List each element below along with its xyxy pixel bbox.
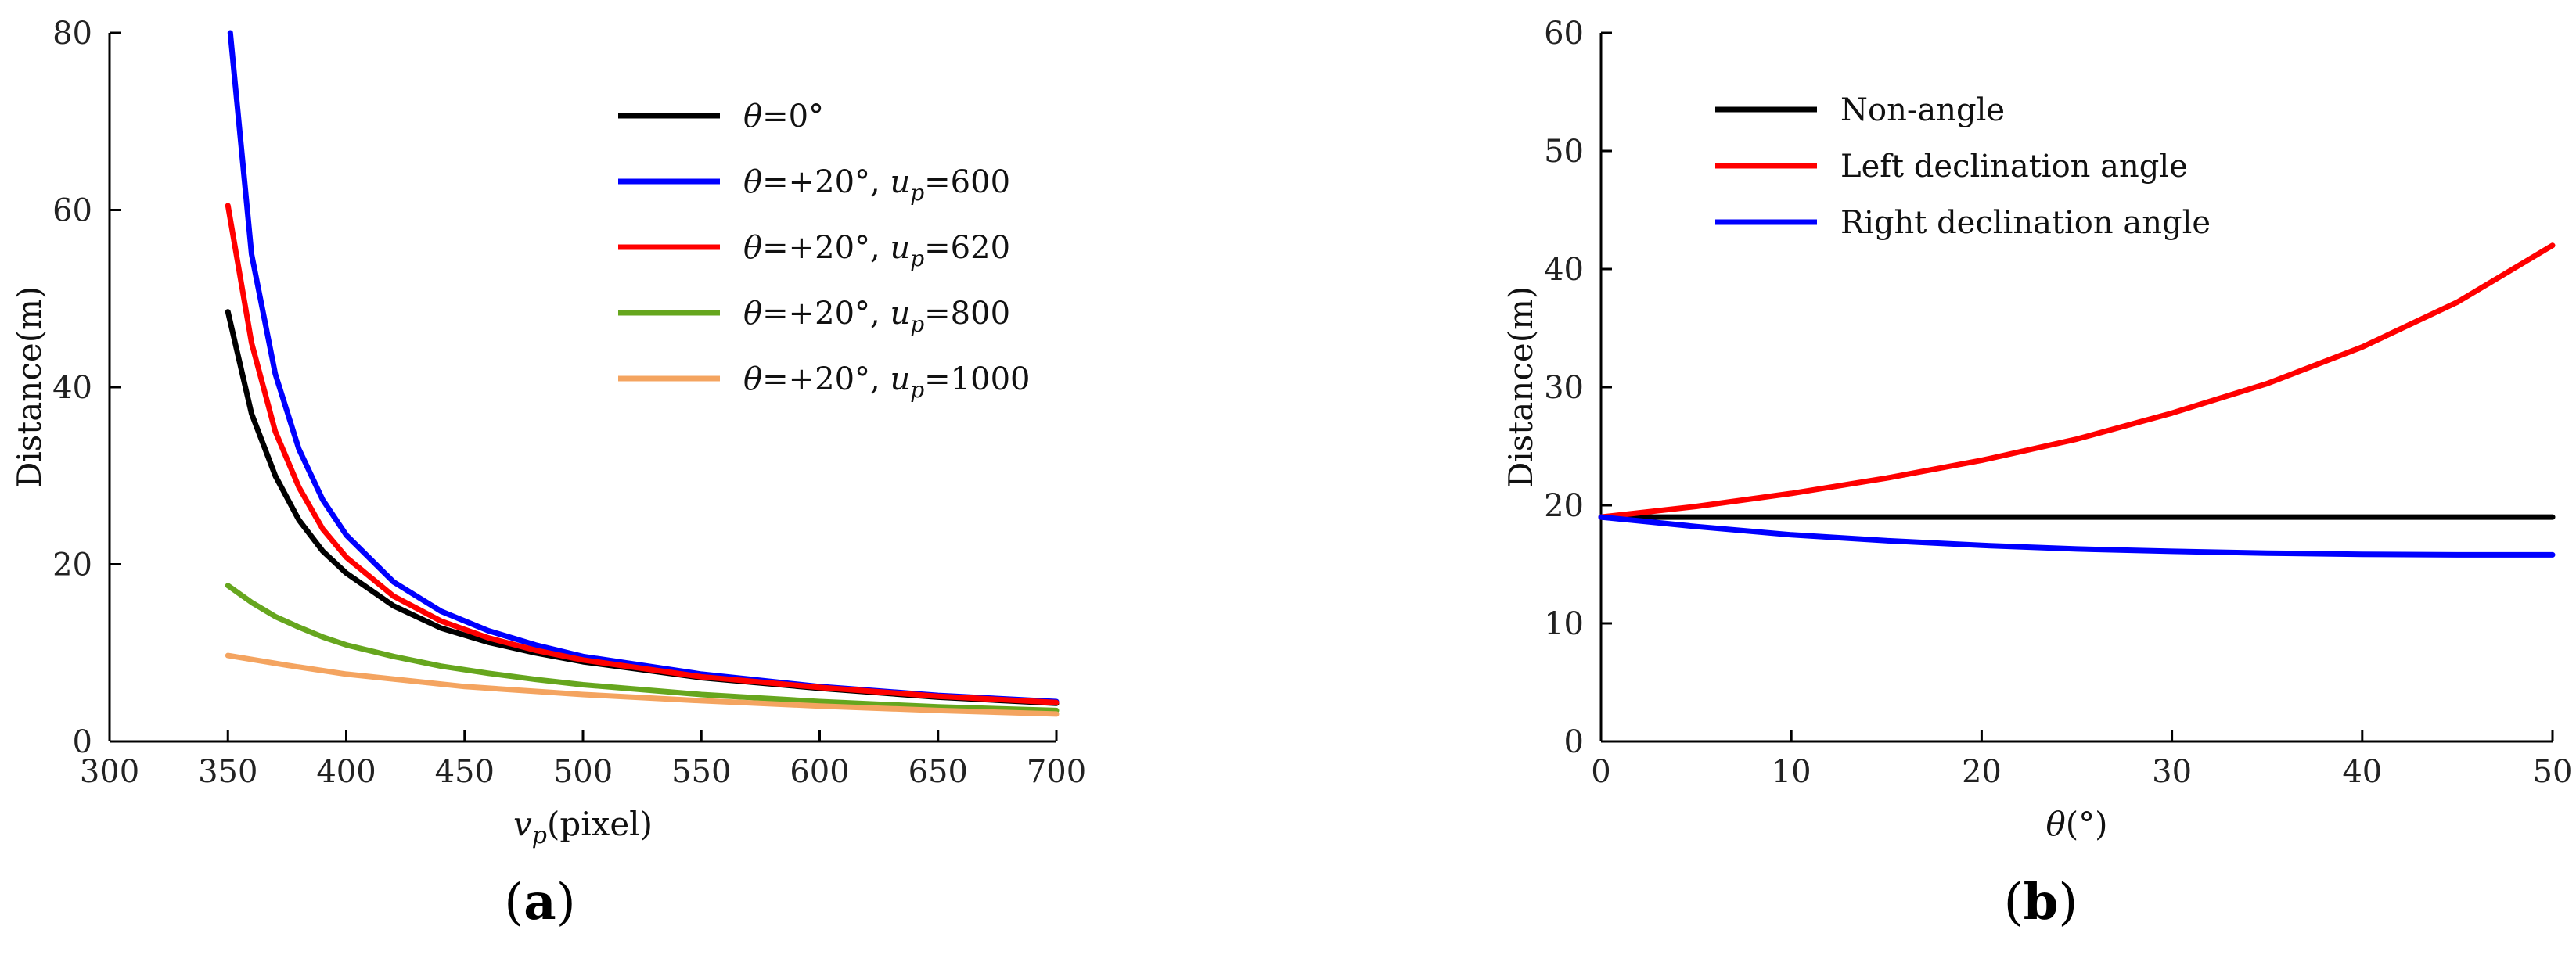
chart-b-x-tick-label: 20	[1962, 754, 2002, 790]
chart-a-legend-label-2: θ=+20°, up=620	[743, 230, 1010, 271]
chart-a-y-tick-label: 20	[52, 547, 92, 583]
chart-a-x-tick-label: 550	[671, 754, 731, 790]
chart-b-x-tick-label: 0	[1591, 754, 1610, 790]
chart-a-x-tick-label: 700	[1027, 754, 1086, 790]
chart-a-y-axis-label: Distance(m)	[10, 286, 49, 489]
chart-a-x-axis-label-subscript: p	[532, 822, 547, 849]
chart-a-x-axis-label-symbol: v	[513, 805, 532, 843]
chart-a-x-tick-label: 300	[80, 754, 139, 790]
chart-a-x-tick-label: 400	[316, 754, 376, 790]
chart-b-y-tick-label: 0	[1564, 724, 1584, 760]
chart-b-x-tick-label: 40	[2342, 754, 2382, 790]
chart-b-x-axis-label-symbol: θ	[2045, 805, 2065, 843]
chart-b-x-tick-label: 30	[2152, 754, 2192, 790]
chart-a-x-axis-label: vp(pixel)	[513, 805, 653, 849]
chart-a-series-line-3	[225, 583, 1060, 713]
chart-b-y-tick-label: 50	[1544, 134, 1584, 170]
chart-a-x-tick-label: 350	[198, 754, 257, 790]
chart-b-legend-label-1: Left declination angle	[1840, 149, 2188, 185]
chart-b-series-line-1	[1598, 242, 2556, 520]
chart-a-legend-label-1: θ=+20°, up=600	[743, 164, 1010, 206]
chart-b-y-axis-label: Distance(m)	[1502, 286, 1540, 489]
chart-a-x-tick-label: 600	[790, 754, 849, 790]
chart-a-legend-label-4: θ=+20°, up=1000	[743, 361, 1030, 403]
chart-b-x-axis-label: θ(°)	[2045, 805, 2107, 843]
chart-a-x-tick-label: 650	[908, 754, 968, 790]
chart-b-y-tick-label: 30	[1544, 370, 1584, 406]
chart-b-y-tick-label: 40	[1544, 252, 1584, 288]
chart-b-series-line-2	[1598, 514, 2556, 558]
chart-a-panel-label: (a)	[504, 873, 575, 931]
chart-b-legend-label-0: Non-angle	[1840, 92, 2005, 128]
chart-a-series-line-2	[225, 203, 1060, 705]
chart-a-y-tick-label: 80	[52, 16, 92, 52]
chart-a-y-tick-label: 60	[52, 193, 92, 229]
chart-b-y-tick-label: 20	[1544, 488, 1584, 524]
chart-a-legend-label-0: θ=0°	[743, 99, 824, 135]
chart-b-legend-label-2: Right declination angle	[1840, 205, 2211, 241]
chart-a-series-line-4	[225, 652, 1060, 717]
chart-a-legend-label-3: θ=+20°, up=800	[743, 296, 1010, 337]
chart-b-x-tick-label: 50	[2533, 754, 2573, 790]
chart-a: 300 350 400 450 500 550 600 650 700 0 20 40 60 80 Dist…	[10, 16, 1086, 931]
chart-a-x-tick-label: 500	[553, 754, 613, 790]
chart-a-x-axis-label-unit: (pixel)	[547, 805, 653, 843]
chart-a-x-tick-label: 450	[435, 754, 495, 790]
chart-b-panel-label: (b)	[2004, 873, 2078, 931]
chart-b-y-tick-label: 10	[1544, 606, 1584, 642]
chart-a-y-tick-label: 40	[52, 370, 92, 406]
chart-b-x-tick-label: 10	[1772, 754, 1811, 790]
chart-a-y-tick-label: 0	[73, 724, 92, 760]
chart-b-x-axis-label-unit: (°)	[2066, 805, 2108, 843]
chart-b-y-tick-label: 60	[1544, 16, 1584, 52]
chart-b: 0 10 20 30 40 50 0 10 20 30 40 50 60 Distance(m) θ(°) N…	[1502, 16, 2572, 931]
